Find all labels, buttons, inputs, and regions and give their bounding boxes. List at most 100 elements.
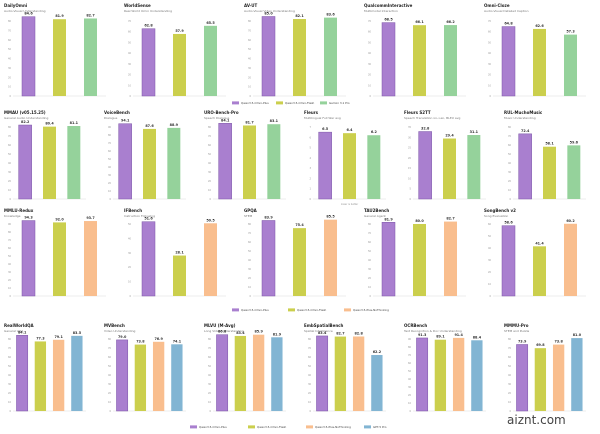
- y-tick-label: 80: [8, 231, 12, 234]
- y-tick-label: 30: [8, 271, 12, 274]
- y-tick-label: 70: [8, 239, 12, 242]
- bar-value-label: 81.9: [55, 14, 64, 18]
- legend-label: Qwen3.5-Omni-Plus: [241, 101, 269, 105]
- chart-subtitle: Multilingual Full Wer avg: [304, 116, 341, 120]
- y-tick-label: 60: [8, 144, 12, 147]
- y-tick-label: 20: [108, 392, 112, 395]
- y-tick-label: 10: [8, 287, 12, 290]
- y-tick-label: 40: [508, 162, 512, 165]
- y-tick-label: 50: [8, 255, 12, 258]
- bar-mark: [567, 145, 581, 199]
- y-tick-label: 70: [8, 347, 12, 350]
- bar-value-label: 85.0: [264, 12, 273, 16]
- bar-mark: [261, 16, 276, 97]
- bar-mark: [552, 344, 565, 411]
- y-tick-label: 30: [508, 383, 512, 386]
- chart-subtitle: Knowledge: [4, 214, 21, 218]
- legend-swatch: [232, 101, 239, 105]
- y-tick-label: 20: [208, 392, 212, 395]
- chart-subtitle: Speech Translation xx->en, BLEU avg: [404, 116, 460, 120]
- y-tick-label: 20: [8, 279, 12, 282]
- chart-subtitle: Video Understanding: [104, 329, 136, 333]
- y-tick-label: 0: [489, 95, 491, 98]
- y-tick-label: 5: [309, 147, 311, 150]
- bar-mark: [21, 16, 36, 97]
- y-tick-label: 30: [108, 174, 112, 177]
- y-tick-label: 50: [8, 153, 12, 156]
- y-tick-label: 30: [8, 67, 12, 70]
- bar-value-label: 74.1: [173, 339, 182, 343]
- y-tick-label: 20: [368, 74, 372, 77]
- y-tick-label: 80: [8, 20, 12, 23]
- legend-label: Qwen3.5-Omni-Plus: [199, 425, 227, 429]
- y-tick-label: 0: [209, 198, 211, 201]
- y-tick-label: 20: [248, 277, 252, 280]
- y-tick-label: 60: [508, 144, 512, 147]
- y-tick-label: 10: [128, 84, 132, 87]
- y-tick-label: 10: [108, 190, 112, 193]
- bar-mark: [67, 126, 81, 199]
- chart-subtitle: Real World Omni Understanding: [124, 9, 172, 13]
- chart-subtitle: Music Understanding: [504, 116, 536, 120]
- y-tick-label: 80: [248, 20, 252, 23]
- legend-swatch: [276, 101, 283, 105]
- bar-value-label: 73.8: [554, 340, 563, 344]
- bar-mark: [218, 123, 232, 200]
- bar-value-label: 66.1: [415, 20, 424, 24]
- y-tick-label: 10: [488, 84, 492, 87]
- y-tick-label: 10: [508, 189, 512, 192]
- legend-label: Qwen3.5-Plus-NoThinking: [353, 308, 389, 312]
- chart-subtitle: Dialogue: [104, 116, 117, 120]
- bar-value-label: 83.4: [236, 331, 245, 335]
- bar-value-label: 92.0: [55, 217, 64, 221]
- bar-value-label: 60.2: [566, 219, 575, 223]
- y-tick-label: 20: [208, 180, 212, 183]
- y-tick-label: 0: [9, 95, 11, 98]
- chart-subtitle: Audio-Visual Video Understanding: [244, 9, 295, 13]
- bar-mark: [501, 26, 516, 97]
- legend-label: GPT-5 Pro: [373, 425, 387, 429]
- y-tick-label: 70: [508, 347, 512, 350]
- y-tick-label: 0: [109, 198, 111, 201]
- chart-subtitle: General Agent: [364, 214, 386, 218]
- y-tick-label: 10: [248, 86, 252, 89]
- bar-value-label: 80.4: [45, 122, 54, 126]
- y-tick-label: 25: [408, 147, 412, 150]
- bar-mark: [501, 225, 516, 297]
- bar-mark: [293, 228, 306, 296]
- y-tick-label: 0: [249, 95, 251, 98]
- bar-mark: [204, 223, 217, 296]
- y-tick-label: 0: [369, 95, 371, 98]
- bar-mark: [434, 339, 447, 411]
- y-tick-label: 0: [369, 295, 371, 298]
- y-tick-label: 60: [488, 223, 492, 226]
- bar-value-label: 82.1: [295, 14, 304, 18]
- y-tick-label: 30: [368, 63, 372, 66]
- y-tick-label: 30: [508, 171, 512, 174]
- bar-mark: [533, 246, 546, 296]
- y-tick-label: 60: [488, 31, 492, 34]
- chart-title: OCRBench: [404, 323, 427, 328]
- y-tick-label: 10: [408, 177, 412, 180]
- chart-subtitle: Long Video Understanding: [204, 329, 244, 333]
- y-tick-label: 40: [508, 374, 512, 377]
- bar-mark: [204, 25, 217, 97]
- y-tick-label: 80: [208, 338, 212, 341]
- y-tick-label: 10: [128, 281, 132, 284]
- y-tick-label: 80: [408, 346, 412, 349]
- y-tick-label: 40: [208, 374, 212, 377]
- bar-mark: [21, 220, 36, 297]
- bar-mark: [324, 219, 337, 296]
- bar-value-label: 88.4: [473, 335, 482, 339]
- chart-subtitle: General VQA: [4, 329, 24, 333]
- y-tick-label: 20: [248, 76, 252, 79]
- bar-value-label: 82.7: [446, 217, 455, 221]
